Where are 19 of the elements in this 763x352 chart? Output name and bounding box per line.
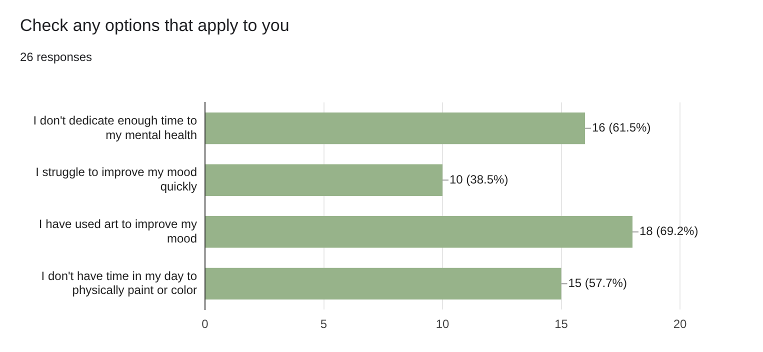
y-tick-label: I have used art to improve my mood bbox=[38, 217, 197, 246]
x-tick-label: 0 bbox=[202, 317, 209, 332]
bar bbox=[206, 112, 585, 144]
data-label: 15 (57.7%) bbox=[568, 276, 627, 290]
y-tick-label: I don't dedicate enough time to my mental health bbox=[33, 113, 198, 142]
x-tick-label: 5 bbox=[320, 317, 328, 332]
y-tick-label: I don't have time in my day to physically paint or color bbox=[41, 268, 198, 298]
x-tick-label: 10 bbox=[436, 317, 450, 332]
bar bbox=[206, 216, 632, 248]
chart-title: Check any options that apply to you bbox=[20, 16, 290, 36]
data-label: 18 (69.2%) bbox=[640, 224, 698, 238]
bar bbox=[206, 164, 442, 196]
text: 26 responses bbox=[20, 50, 92, 64]
data-label: 10 (38.5%) bbox=[450, 172, 508, 186]
x-tick-label: 20 bbox=[673, 317, 687, 332]
x-tick-label: 15 bbox=[554, 317, 568, 332]
bar bbox=[206, 268, 562, 300]
data-label: 16 (61.5%) bbox=[592, 120, 651, 135]
y-tick-label: I struggle to improve my mood quickly bbox=[36, 165, 197, 194]
